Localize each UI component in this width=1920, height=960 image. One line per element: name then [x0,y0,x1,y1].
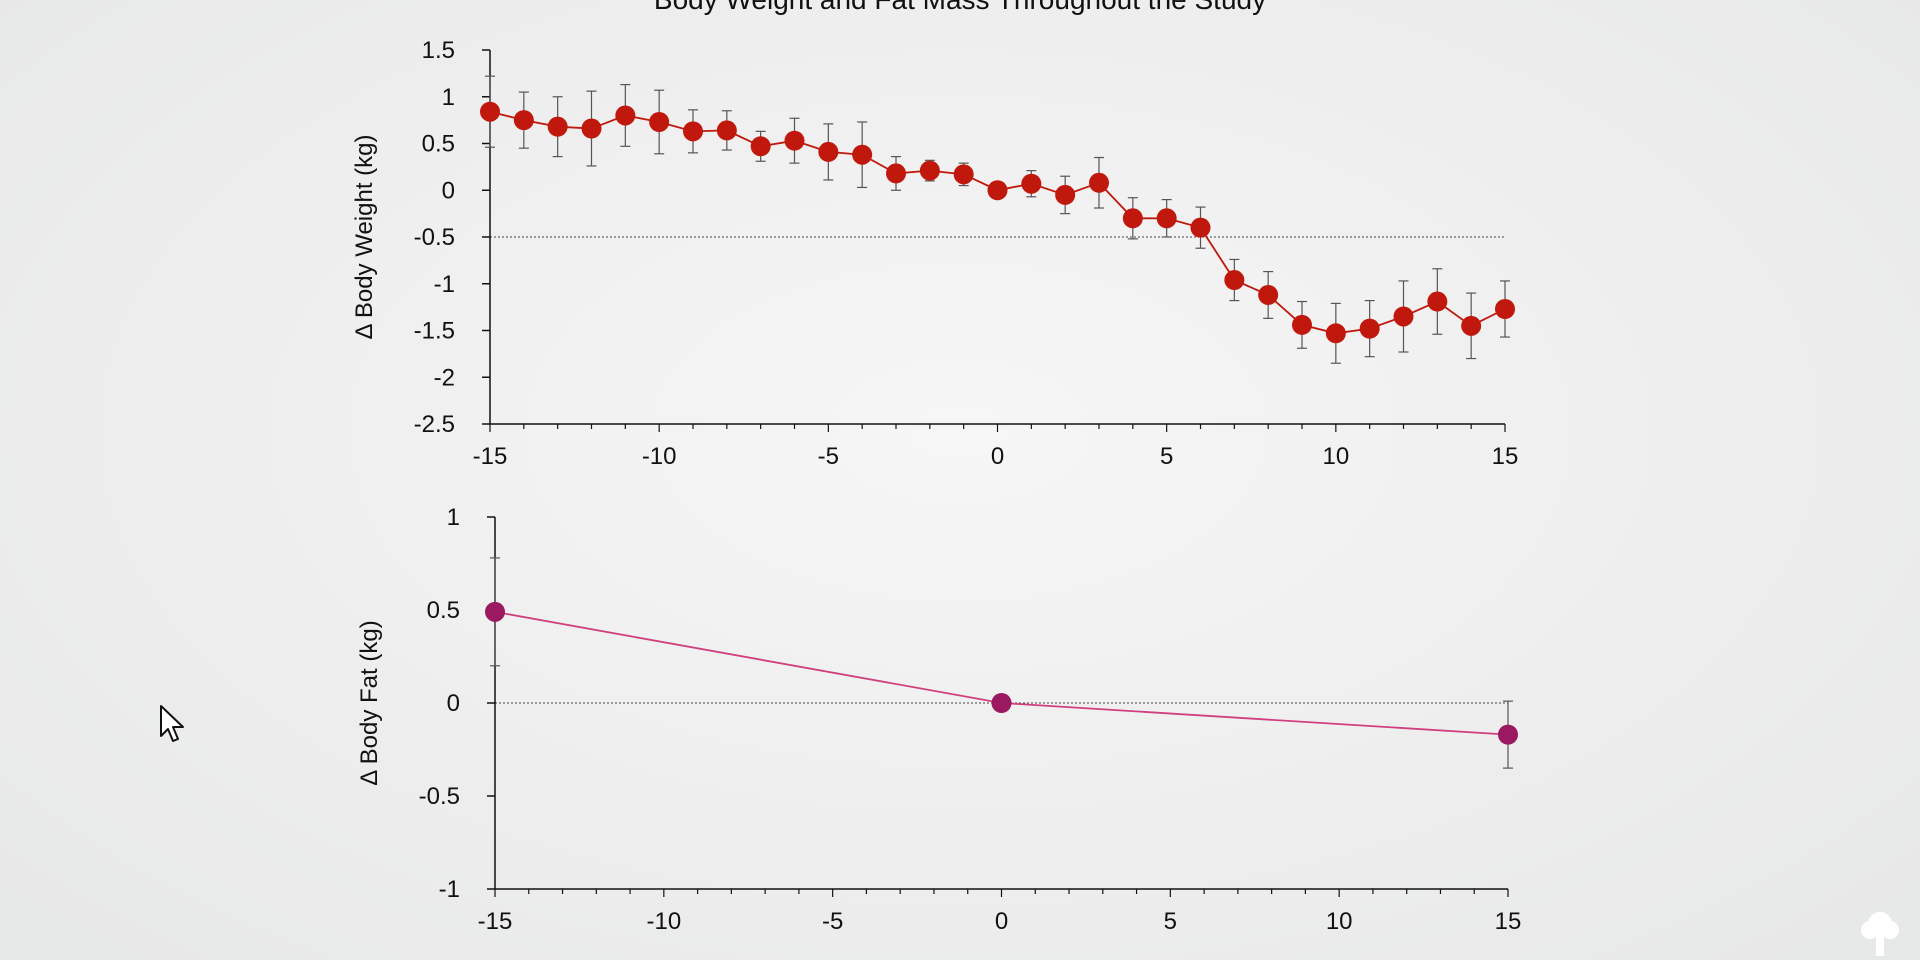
data-point [1122,208,1143,229]
mouse-pointer-icon [160,705,184,742]
y-tick-label: -2 [434,364,455,391]
data-point [581,118,602,139]
data-point [886,163,906,184]
x-tick-label: -15 [478,908,513,935]
y-axis-title: Δ Body Fat (kg) [356,620,383,785]
data-point [1498,724,1518,745]
data-point [547,116,568,137]
y-axis-title: Δ Body Weight (kg) [351,134,378,339]
x-tick-label: -15 [473,443,508,470]
x-tick-label: 0 [995,908,1008,935]
data-point [1190,217,1211,238]
data-point [1021,173,1042,194]
data-point [1258,284,1279,305]
data-point [1461,315,1482,336]
series-line [489,110,1506,335]
x-tick-label: 10 [1326,908,1353,935]
data-point [784,130,805,151]
data-point [1359,318,1380,339]
x-tick-label: 15 [1492,443,1519,470]
y-tick-label: 0.5 [427,597,460,624]
series-line [494,610,1509,736]
y-tick-label: -0.5 [414,224,455,251]
y-tick-label: -1 [439,876,460,903]
data-point [1495,298,1515,319]
x-tick-label: 15 [1495,908,1522,935]
data-point [953,164,974,185]
data-point [1224,270,1245,291]
data-point [1427,291,1448,312]
data-point [818,141,839,162]
x-tick-label: -5 [818,443,839,470]
data-point [1292,314,1312,335]
y-tick-label: -0.5 [419,783,460,810]
data-point [480,101,500,122]
y-tick-label: 0 [442,177,455,204]
y-tick-label: -1 [434,271,455,298]
data-point [1156,208,1177,229]
data-point [513,110,534,131]
y-tick-label: -1.5 [414,318,455,345]
chart-title: Body Weight and Fat Mass Throughout the … [0,0,1920,16]
data-point [615,105,636,126]
y-tick-label: 1 [442,84,455,111]
data-point [991,693,1012,713]
data-point [716,120,737,141]
x-tick-label: -10 [642,443,677,470]
y-tick-label: 0.5 [422,131,455,158]
data-point [750,136,771,157]
data-point [485,601,505,622]
chart-panel-2: 1 0.5 0 -0.5 -1 -15 -10 -5 0 5 10 15 Δ Body Fat (kg) [356,504,1521,935]
data-point [987,180,1008,201]
data-point [1055,184,1076,205]
x-tick-label: -10 [646,908,681,935]
y-tick-label: 1 [447,504,460,531]
x-tick-label: 5 [1160,443,1173,470]
data-point [1089,172,1109,193]
data-point [649,111,670,132]
x-tick-label: 5 [1164,908,1177,935]
x-tick-label: 0 [991,443,1004,470]
y-tick-label: 0 [447,690,460,717]
x-tick-label: -5 [822,908,843,935]
y-tick-label: 1.5 [422,37,455,64]
data-point [852,144,873,165]
data-point [683,121,703,142]
data-point [919,160,940,181]
data-point [1393,306,1414,327]
x-tick-label: 10 [1322,443,1349,470]
tree-logo-icon [1861,912,1899,956]
y-tick-label: -2.5 [414,411,455,438]
chart-panel-1: 1.5 1 0.5 0 -0.5 -1 -1.5 -2 -2.5 -15 -10 -5 0 5 10 15 Δ … [351,37,1518,470]
data-point [1325,323,1346,344]
